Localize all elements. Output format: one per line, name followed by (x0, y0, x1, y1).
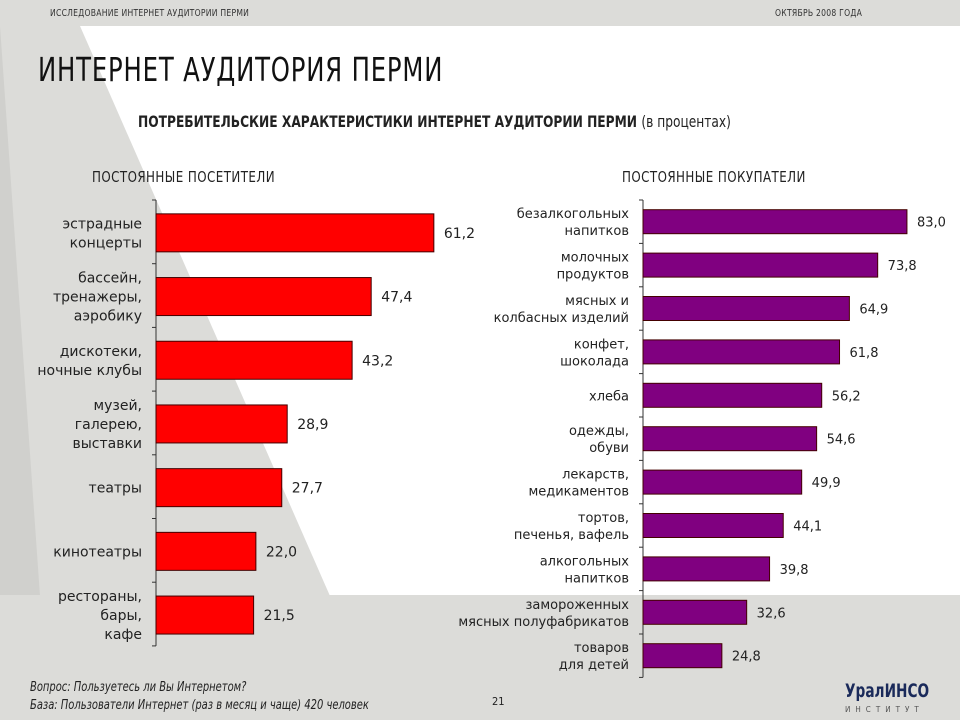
footer-base: База: Пользователи Интернет (раз в месяц… (30, 698, 369, 713)
header-right: ОКТЯБРЬ 2008 ГОДА (775, 8, 863, 19)
right-bar (642, 382, 823, 408)
left-category-label: кинотеатры (53, 544, 142, 560)
right-category-label: товаров для детей (559, 641, 629, 673)
page-title: ИНТЕРНЕТ АУДИТОРИЯ ПЕРМИ (38, 50, 444, 89)
right-bar (642, 339, 841, 365)
right-bar (642, 599, 748, 625)
right-value-label: 49,9 (812, 476, 841, 491)
left-category-label: театры (89, 481, 142, 497)
right-value-label: 83,0 (917, 216, 946, 231)
subtitle-bold: ПОТРЕБИТЕЛЬСКИЕ ХАРАКТЕРИСТИКИ ИНТЕРНЕТ … (138, 112, 638, 131)
right-category-label: молочных продуктов (557, 251, 630, 283)
logo: УралИНСО (845, 680, 930, 702)
left-category-label: бассейн, тренажеры, аэробику (53, 271, 142, 325)
left-category-label: эстрадные концерты (62, 216, 142, 251)
footer-question: Вопрос: Пользуетесь ли Вы Интернетом? (30, 680, 247, 695)
right-bar (642, 426, 818, 452)
header-left: ИССЛЕДОВАНИЕ ИНТЕРНЕТ АУДИТОРИИ ПЕРМИ (50, 8, 250, 19)
right-chart-title: ПОСТОЯННЫЕ ПОКУПАТЕЛИ (622, 168, 806, 186)
left-bar (155, 404, 288, 444)
right-category-label: мясных и колбасных изделий (494, 294, 629, 326)
right-value-label: 44,1 (793, 520, 822, 535)
left-bar (155, 468, 283, 508)
left-bar (155, 531, 257, 571)
left-category-label: музей, галерею, выставки (72, 398, 142, 452)
left-value-label: 22,0 (266, 544, 297, 560)
left-value-label: 43,2 (362, 353, 393, 369)
right-category-label: алкогольных напитков (540, 554, 630, 586)
left-value-label: 27,7 (292, 481, 323, 497)
left-bar (155, 277, 372, 317)
right-value-label: 61,8 (850, 346, 879, 361)
logo-sub: ИНСТИТУТ (845, 705, 924, 714)
right-category-label: хлеба (589, 389, 629, 404)
right-value-label: 56,2 (832, 389, 861, 404)
right-value-label: 73,8 (888, 259, 917, 274)
right-value-label: 32,6 (757, 606, 786, 621)
subtitle-unit: (в процентах) (641, 112, 731, 131)
page-number: 21 (492, 695, 505, 708)
right-category-label: замороженных мясных полуфабрикатов (458, 598, 629, 630)
left-bar (155, 213, 435, 253)
left-value-label: 28,9 (297, 417, 328, 433)
left-category-label: дискотеки, ночные клубы (37, 344, 142, 379)
left-value-label: 47,4 (381, 290, 412, 306)
right-value-label: 39,8 (780, 563, 809, 578)
right-category-label: конфет, шоколада (560, 337, 629, 369)
right-bar (642, 209, 908, 235)
right-category-label: тортов, печенья, вафель (514, 511, 629, 543)
right-bar (642, 469, 803, 495)
right-bar (642, 643, 723, 669)
left-value-label: 21,5 (264, 608, 295, 624)
header-band (0, 0, 960, 26)
right-bar (642, 513, 784, 538)
left-value-label: 61,2 (444, 226, 475, 242)
right-bar (642, 296, 850, 321)
left-bar (155, 340, 353, 380)
right-value-label: 64,9 (859, 303, 888, 318)
right-value-label: 54,6 (827, 433, 856, 448)
left-category-label: рестораны, бары, кафе (58, 589, 142, 643)
right-value-label: 24,8 (732, 650, 761, 665)
left-chart-title: ПОСТОЯННЫЕ ПОСЕТИТЕЛИ (92, 168, 276, 186)
right-category-label: одежды, обуви (569, 424, 629, 456)
right-bar (642, 556, 771, 582)
right-category-label: лекарств, медикаментов (528, 468, 629, 500)
right-bar (642, 252, 879, 278)
chart-subtitle: ПОТРЕБИТЕЛЬСКИЕ ХАРАКТЕРИСТИКИ ИНТЕРНЕТ … (138, 112, 731, 131)
right-category-label: безалкогольных напитков (517, 207, 630, 239)
left-bar (155, 595, 255, 635)
